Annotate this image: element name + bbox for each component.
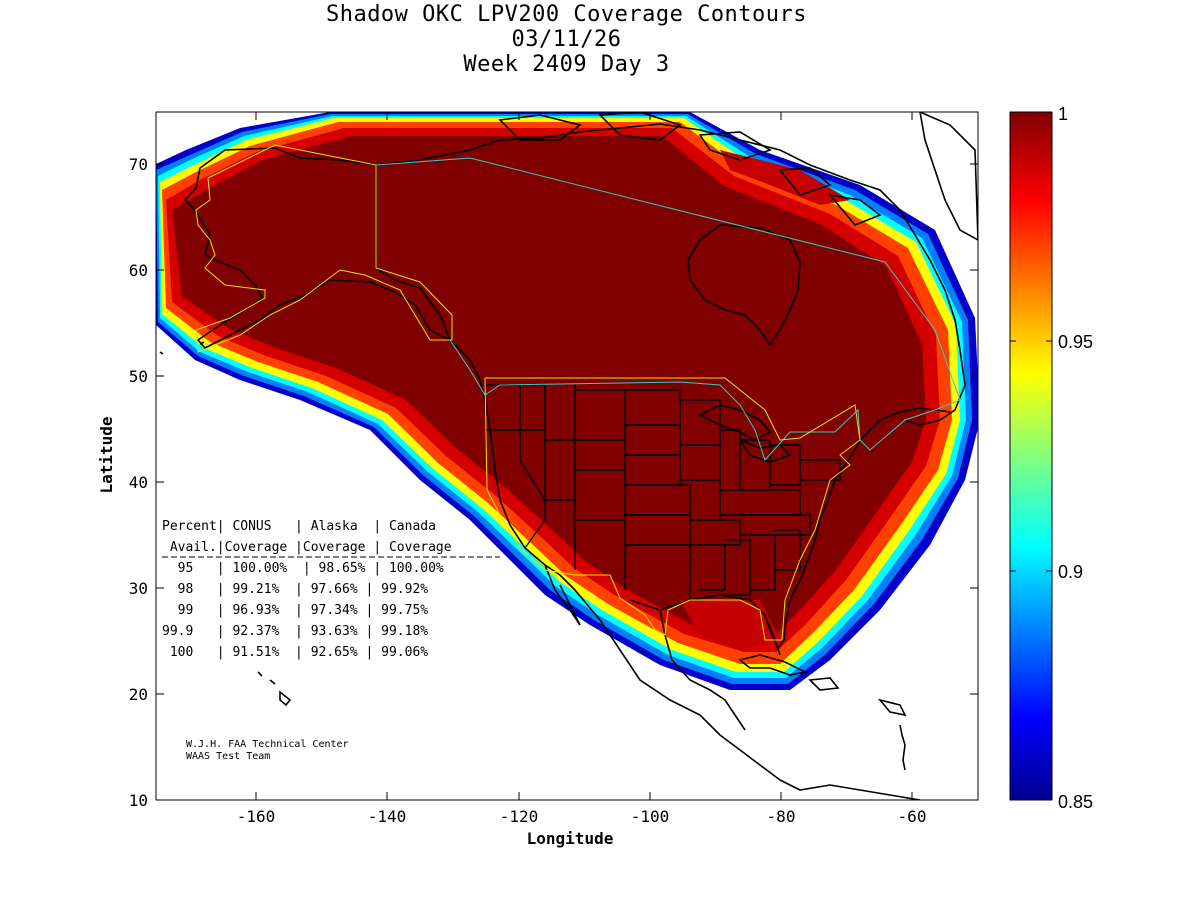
conus-boundary bbox=[484, 377, 861, 641]
canada-boundary bbox=[375, 157, 961, 461]
plot-frame bbox=[155, 111, 979, 801]
axis-ticks bbox=[156, 112, 978, 800]
table-header-1: Percent| CONUS | Alaska | Canada bbox=[162, 519, 436, 534]
y-axis-label: Latitude bbox=[97, 416, 116, 493]
credit-line-2: WAAS Test Team bbox=[186, 751, 270, 762]
colorbar-label: 0.9 bbox=[1058, 562, 1083, 582]
x-tick-label: -100 bbox=[631, 807, 670, 826]
coverage-patch-gulf bbox=[680, 600, 780, 650]
table-row: 99 | 96.93% | 97.34% | 99.75% bbox=[162, 603, 428, 618]
coverage-contours bbox=[156, 112, 978, 690]
x-axis-label: Longitude bbox=[527, 829, 614, 848]
colorbar-label: 0.85 bbox=[1058, 792, 1093, 812]
x-tick-label: -80 bbox=[767, 807, 796, 826]
chart-week: Week 2409 Day 3 bbox=[463, 52, 670, 77]
colorbar-labels: 1 0.95 0.9 0.85 bbox=[1058, 104, 1093, 812]
y-tick-label: 50 bbox=[129, 367, 148, 386]
region-boundaries bbox=[195, 144, 961, 641]
chart-title: Shadow OKC LPV200 Coverage Contours bbox=[325, 2, 808, 27]
y-tick-label: 60 bbox=[129, 261, 148, 280]
table-header-2: Avail.|Coverage |Coverage | Coverage bbox=[162, 540, 452, 555]
credit-line-1: W.J.H. FAA Technical Center bbox=[186, 739, 349, 750]
table-row: 98 | 99.21% | 97.66% | 99.92% bbox=[162, 582, 428, 597]
colorbar-label: 1 bbox=[1058, 104, 1068, 124]
x-tick-label: -120 bbox=[500, 807, 539, 826]
table-row: 99.9 | 92.37% | 93.63% | 99.18% bbox=[162, 624, 428, 639]
coverage-map bbox=[156, 112, 978, 800]
chart-date: 03/11/26 bbox=[511, 27, 622, 52]
table-row: 95 | 100.00% | 98.65% | 100.00% bbox=[162, 561, 444, 576]
y-tick-label: 30 bbox=[129, 579, 148, 598]
colorbar-label: 0.95 bbox=[1058, 332, 1093, 352]
x-tick-label: -60 bbox=[898, 807, 927, 826]
coverage-band-1.00 bbox=[172, 136, 926, 638]
x-tick-label: -160 bbox=[237, 807, 276, 826]
x-tick-labels: -160 -140 -120 -100 -80 -60 bbox=[237, 807, 927, 826]
x-tick-label: -140 bbox=[368, 807, 407, 826]
y-tick-label: 20 bbox=[129, 685, 148, 704]
y-tick-label: 70 bbox=[129, 155, 148, 174]
colorbar bbox=[1009, 111, 1053, 801]
colorbar-ticks bbox=[1010, 340, 1052, 572]
state-borders bbox=[485, 384, 841, 600]
y-tick-label: 40 bbox=[129, 473, 148, 492]
alaska-boundary bbox=[195, 144, 453, 353]
table-row: 100 | 91.51% | 92.65% | 99.06% bbox=[162, 645, 428, 660]
coverage-table: Percent| CONUS | Alaska | Canada Avail.|… bbox=[162, 519, 500, 660]
y-tick-label: 10 bbox=[129, 791, 148, 810]
y-tick-labels: 10 20 30 40 50 60 70 bbox=[129, 155, 148, 810]
credit-text: W.J.H. FAA Technical Center WAAS Test Te… bbox=[186, 739, 349, 762]
